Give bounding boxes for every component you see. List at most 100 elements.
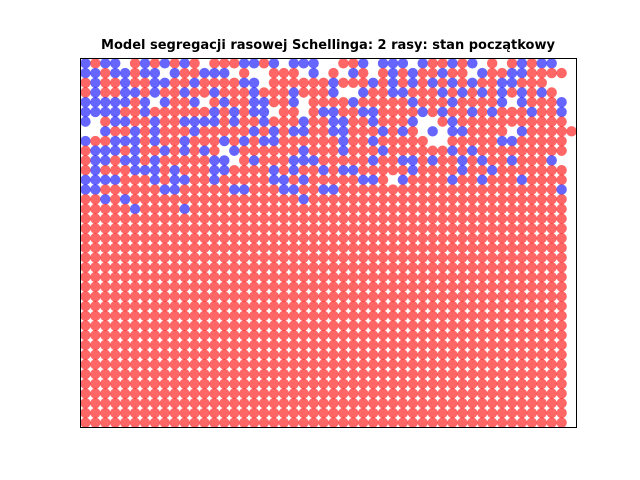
red-agent-point bbox=[338, 58, 349, 69]
red-agent-point bbox=[417, 223, 428, 234]
red-agent-point bbox=[506, 242, 518, 254]
red-agent-point bbox=[308, 232, 319, 244]
red-agent-point bbox=[496, 155, 508, 166]
red-agent-point bbox=[536, 407, 547, 419]
red-agent-point bbox=[258, 349, 270, 360]
blue-agent-point bbox=[367, 135, 379, 147]
red-agent-point bbox=[526, 330, 538, 341]
red-agent-point bbox=[348, 388, 359, 399]
red-agent-point bbox=[110, 359, 121, 370]
red-agent-point bbox=[358, 271, 369, 283]
red-agent-point bbox=[149, 223, 161, 234]
red-agent-point bbox=[328, 398, 339, 409]
red-agent-point bbox=[298, 300, 309, 312]
red-agent-point bbox=[268, 398, 280, 409]
blue-agent-point bbox=[80, 97, 91, 108]
red-agent-point bbox=[546, 135, 557, 147]
blue-agent-point bbox=[496, 77, 508, 88]
red-agent-point bbox=[467, 223, 478, 234]
red-agent-point bbox=[477, 291, 488, 302]
red-agent-point bbox=[367, 281, 379, 292]
blue-agent-point bbox=[358, 174, 369, 186]
red-agent-point bbox=[110, 368, 121, 380]
red-agent-point bbox=[298, 203, 309, 215]
red-agent-point bbox=[189, 194, 200, 205]
red-agent-point bbox=[318, 291, 329, 302]
blue-agent-point bbox=[90, 77, 101, 88]
red-agent-point bbox=[169, 262, 180, 273]
blue-agent-point bbox=[110, 135, 121, 147]
red-agent-point bbox=[367, 252, 379, 263]
red-agent-point bbox=[367, 232, 379, 244]
red-agent-point bbox=[387, 135, 399, 147]
red-agent-point bbox=[377, 417, 389, 428]
red-agent-point bbox=[516, 310, 528, 322]
red-agent-point bbox=[308, 213, 319, 224]
red-agent-point bbox=[477, 184, 488, 195]
red-agent-point bbox=[496, 300, 508, 312]
red-agent-point bbox=[358, 184, 369, 195]
red-agent-point bbox=[358, 417, 369, 428]
red-agent-point bbox=[526, 252, 538, 263]
red-agent-point bbox=[486, 300, 498, 312]
red-agent-point bbox=[437, 388, 448, 399]
red-agent-point bbox=[367, 378, 379, 389]
red-agent-point bbox=[457, 359, 468, 370]
red-agent-point bbox=[219, 262, 230, 273]
red-agent-point bbox=[179, 155, 190, 166]
red-agent-point bbox=[556, 359, 567, 370]
red-agent-point bbox=[467, 242, 478, 254]
red-agent-point bbox=[159, 407, 171, 419]
red-agent-point bbox=[169, 281, 180, 292]
red-agent-point bbox=[189, 368, 200, 380]
blue-agent-point bbox=[80, 116, 91, 127]
red-agent-point bbox=[407, 407, 419, 419]
red-agent-point bbox=[516, 213, 528, 224]
red-agent-point bbox=[308, 194, 319, 205]
red-agent-point bbox=[149, 320, 161, 331]
red-agent-point bbox=[328, 349, 339, 360]
blue-agent-point bbox=[387, 87, 399, 98]
red-agent-point bbox=[278, 368, 290, 380]
red-agent-point bbox=[90, 262, 101, 273]
blue-agent-point bbox=[149, 174, 161, 186]
red-agent-point bbox=[219, 339, 230, 351]
red-agent-point bbox=[407, 203, 419, 215]
red-agent-point bbox=[407, 368, 419, 380]
red-agent-point bbox=[199, 213, 210, 224]
red-agent-point bbox=[546, 349, 557, 360]
red-agent-point bbox=[288, 310, 299, 322]
red-agent-point bbox=[248, 359, 260, 370]
red-agent-point bbox=[308, 87, 319, 98]
red-agent-point bbox=[516, 359, 528, 370]
red-agent-point bbox=[516, 378, 528, 389]
red-agent-point bbox=[358, 252, 369, 263]
red-agent-point bbox=[457, 281, 468, 292]
red-agent-point bbox=[238, 262, 250, 273]
red-agent-point bbox=[377, 164, 389, 176]
red-agent-point bbox=[467, 252, 478, 263]
red-agent-point bbox=[477, 252, 488, 263]
red-agent-point bbox=[506, 58, 518, 69]
blue-agent-point bbox=[308, 58, 319, 69]
red-agent-point bbox=[110, 330, 121, 341]
red-agent-point bbox=[110, 310, 121, 322]
red-agent-point bbox=[119, 106, 131, 118]
red-agent-point bbox=[556, 223, 567, 234]
red-agent-point bbox=[80, 77, 91, 88]
red-agent-point bbox=[100, 116, 111, 127]
red-agent-point bbox=[110, 126, 121, 137]
red-agent-point bbox=[417, 252, 428, 263]
red-agent-point bbox=[90, 349, 101, 360]
red-agent-point bbox=[556, 349, 567, 360]
red-agent-point bbox=[467, 281, 478, 292]
red-agent-point bbox=[268, 116, 280, 127]
red-agent-point bbox=[457, 349, 468, 360]
red-agent-point bbox=[457, 223, 468, 234]
red-agent-point bbox=[516, 388, 528, 399]
red-agent-point bbox=[447, 271, 458, 283]
red-agent-point bbox=[110, 300, 121, 312]
red-agent-point bbox=[90, 232, 101, 244]
blue-agent-point bbox=[119, 194, 131, 205]
